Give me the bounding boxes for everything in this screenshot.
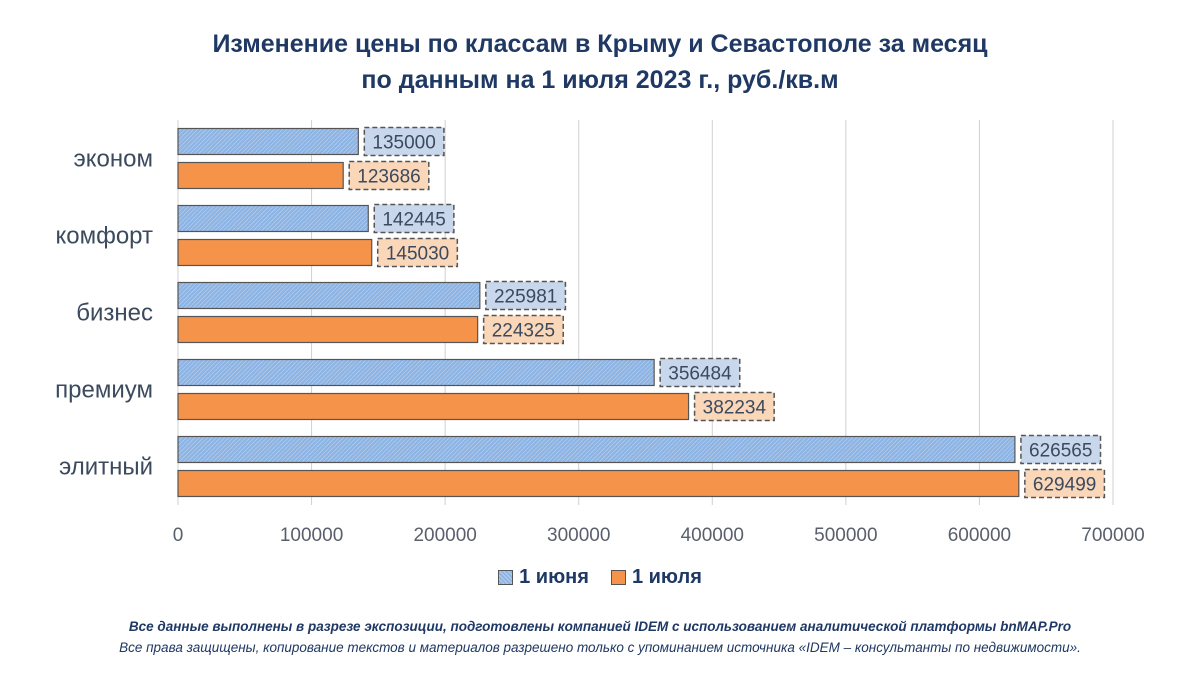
bar [177,358,655,387]
data-label: 629499 [1033,475,1096,496]
category-label: бизнес [76,300,153,327]
legend-label-june: 1 июня [519,566,589,588]
data-labels: 135000 123686 142445 145030 225981 224325 3564… [348,126,1106,499]
data-label-box [1024,468,1106,499]
x-tick-label: 0 [173,525,184,546]
axis-labels: 0 100000 200000 300000 400000 500000 600000 700… [55,146,1145,547]
bar [177,281,481,310]
x-tick-label: 600000 [948,525,1011,546]
bar [177,469,1020,498]
chart-title-line-2: по данным на 1 июля 2023 г., руб./кв.м [361,66,839,94]
footer-source-note: Все данные выполнены в разрезе экспозици… [128,619,1072,634]
data-label: 626565 [1029,441,1092,462]
data-label-box [373,203,455,234]
data-label-box [1020,434,1102,465]
x-tick-label: 500000 [814,525,877,546]
data-label: 145030 [386,244,449,265]
data-label: 225981 [494,287,557,308]
data-label-box [693,391,775,422]
category-label: элитный [59,454,153,481]
legend-item-july[interactable]: 1 июля [610,566,702,589]
bar [177,315,479,344]
category-label: премиум [55,377,153,404]
data-label: 142445 [382,210,445,231]
data-label: 356484 [668,364,732,385]
data-label-box [659,357,741,388]
x-tick-label: 700000 [1081,525,1144,546]
legend-item-june[interactable]: 1 июня [498,566,589,589]
legend: 1 июня 1 июля [0,566,1200,589]
data-label-box [348,160,430,191]
bar-chart: 135000 123686 142445 145030 225981 224325 3564… [55,120,1145,547]
data-label-box [485,280,567,311]
category-label: эконом [74,146,153,173]
x-tick-label: 200000 [413,525,476,546]
data-label-box [482,314,564,345]
data-label: 382234 [703,398,767,419]
bar [177,204,369,233]
data-label-box [376,237,459,268]
legend-swatch-june [498,570,514,585]
x-tick-label: 300000 [547,525,610,546]
x-tick-label: 400000 [681,525,744,546]
data-label: 224325 [492,321,555,342]
data-label: 123686 [357,167,420,188]
category-label: комфорт [55,223,153,250]
data-label-box [363,126,445,157]
bar [177,127,359,156]
bar [177,161,344,190]
chart-title-line-1: Изменение цены по классам в Крыму и Сева… [212,30,988,58]
bars [177,127,1020,498]
bar [177,238,373,267]
bar [177,435,1016,464]
legend-label-july: 1 июля [631,566,702,588]
bar [177,392,690,421]
legend-swatch-july [610,570,626,585]
footer-copyright-note: Все права защищены, копирование текстов … [119,640,1081,655]
x-tick-label: 100000 [280,525,343,546]
data-label: 135000 [372,133,435,154]
